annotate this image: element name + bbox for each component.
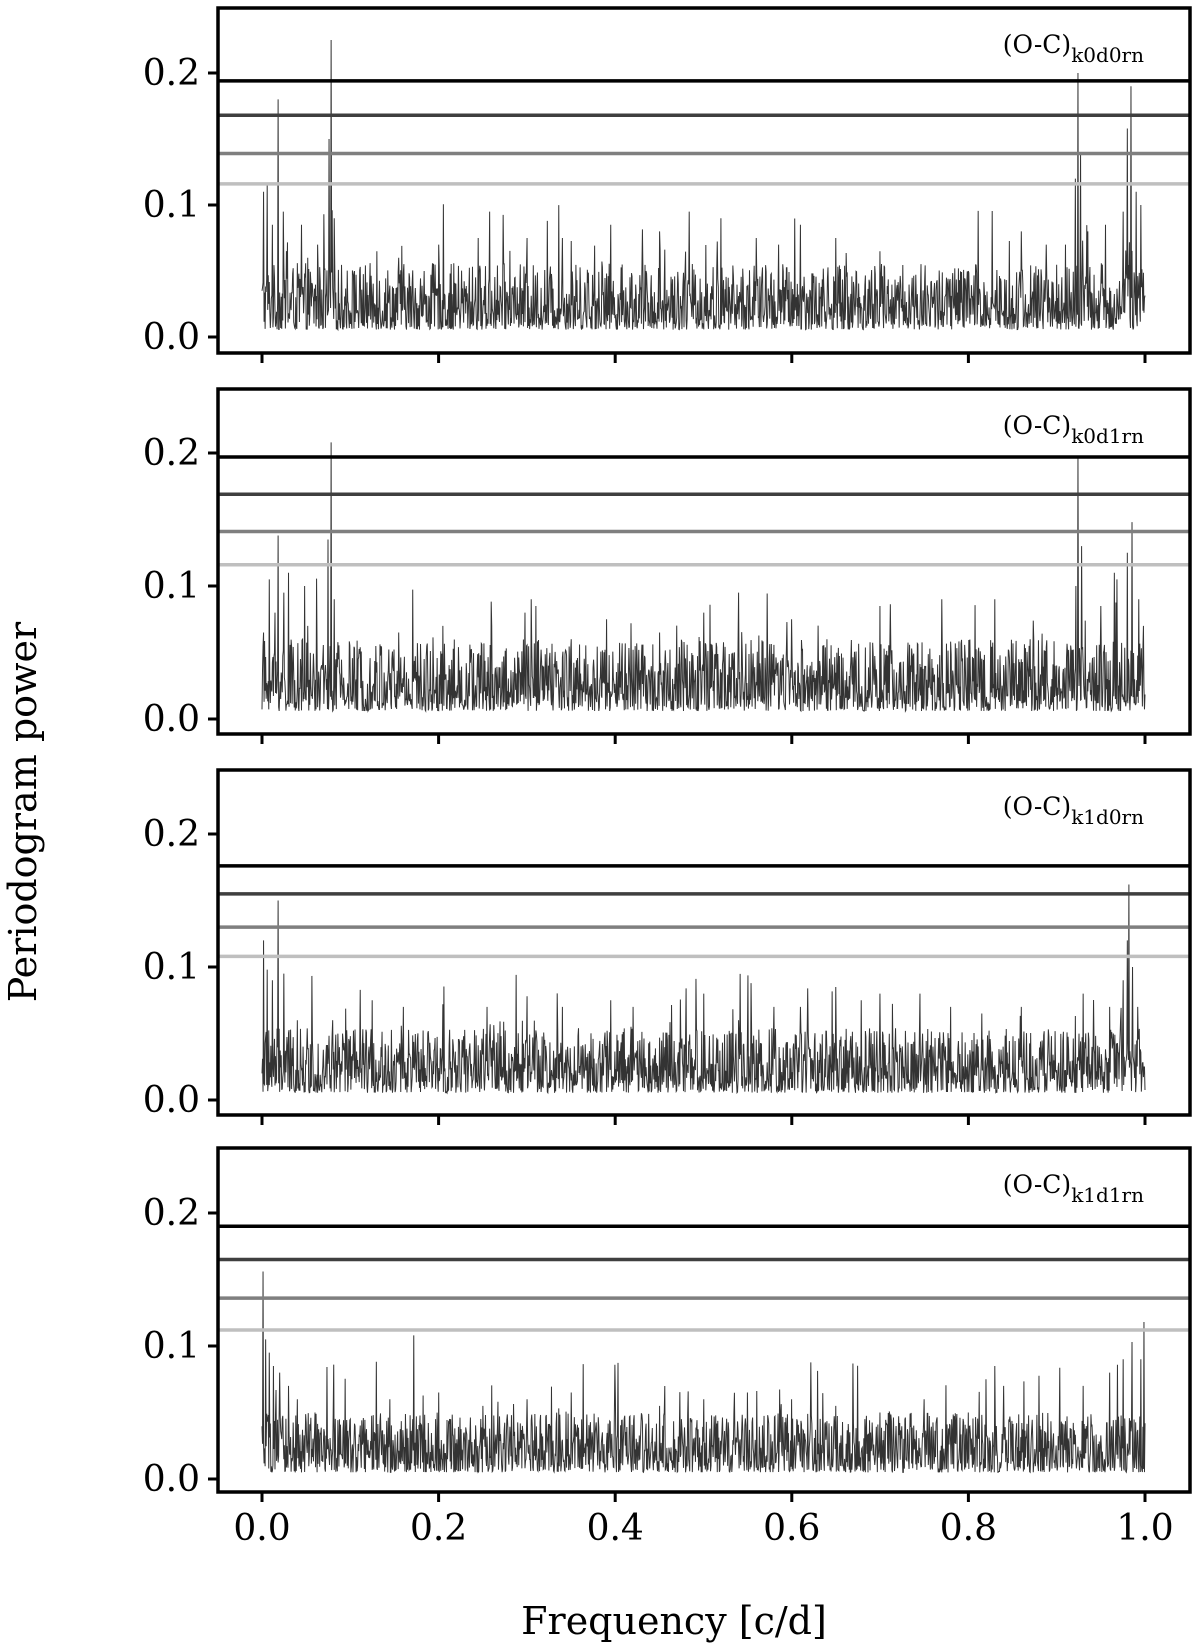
x-tick-label: 0.8 [940, 1508, 997, 1549]
y-tick-label: 0.2 [143, 433, 200, 474]
panel-k0d1rn: 0.0 0.1 0.2 (O-C)k0d1rn [143, 387, 1192, 744]
panel-frame [216, 387, 1192, 736]
panel-label: (O-C)k0d1rn [1003, 411, 1144, 448]
panel-label: (O-C)k0d0rn [1003, 30, 1144, 67]
y-tick-label: 0.1 [143, 566, 200, 607]
panel-k1d1rn: 0.0 0.1 0.2 0.0 0.2 0.4 0.6 0.8 1.0 (O-C)k1d1rn [143, 1146, 1192, 1549]
periodogram-series [261, 39, 1146, 332]
panel-label-subscript: k0d1rn [1071, 424, 1144, 448]
y-tick-label: 0.1 [143, 947, 200, 988]
periodogram-line [261, 1271, 1146, 1474]
x-tick-label: 0.4 [587, 1508, 644, 1549]
panel-k0d0rn: 0.0 0.1 0.2 (O-C)k0d0rn [143, 6, 1192, 363]
periodogram-line [261, 884, 1146, 1095]
panel-k1d0rn: 0.0 0.1 0.2 (O-C)k1d0rn [143, 768, 1192, 1125]
y-tick-label: 0.0 [143, 699, 200, 740]
x-tick-label: 1.0 [1116, 1508, 1173, 1549]
panel-label: (O-C)k1d1rn [1003, 1170, 1144, 1207]
panel-label-subscript: k1d0rn [1071, 805, 1144, 829]
periodogram-series [261, 442, 1146, 713]
y-axis-ticks: 0.0 0.1 0.2 [143, 433, 218, 740]
periodogram-line [261, 39, 1146, 332]
periodogram-series [261, 1271, 1146, 1474]
significance-thresholds [218, 864, 1190, 959]
panel-frame [216, 1146, 1192, 1494]
y-axis-ticks: 0.0 0.1 0.2 [143, 814, 218, 1121]
panel-label-main: (O-C) [1003, 411, 1072, 440]
y-axis-ticks: 0.0 0.1 0.2 [143, 1193, 218, 1500]
significance-thresholds [218, 79, 1190, 186]
panel-label: (O-C)k1d0rn [1003, 792, 1144, 829]
y-tick-label: 0.0 [143, 1459, 200, 1500]
x-axis-title: Frequency [c/d] [521, 1599, 827, 1643]
y-axis-title: Periodogram power [1, 621, 45, 1002]
x-tick-label: 0.0 [233, 1508, 290, 1549]
y-tick-label: 0.0 [143, 1080, 200, 1121]
significance-thresholds [218, 455, 1190, 567]
y-tick-label: 0.2 [143, 814, 200, 855]
panel-frame [216, 6, 1192, 355]
panel-label-subscript: k1d1rn [1071, 1183, 1144, 1207]
panel-label-main: (O-C) [1003, 1170, 1072, 1199]
periodogram-series [261, 884, 1146, 1095]
panel-label-main: (O-C) [1003, 792, 1072, 821]
x-tick-label: 0.6 [763, 1508, 820, 1549]
panel-label-main: (O-C) [1003, 30, 1072, 59]
y-tick-label: 0.2 [143, 53, 200, 94]
y-tick-label: 0.2 [143, 1193, 200, 1234]
panel-label-subscript: k0d0rn [1071, 43, 1144, 67]
y-tick-label: 0.0 [143, 317, 200, 358]
y-axis-ticks: 0.0 0.1 0.2 [143, 53, 218, 358]
y-tick-label: 0.1 [143, 185, 200, 226]
x-tick-label: 0.2 [410, 1508, 467, 1549]
y-tick-label: 0.1 [143, 1326, 200, 1367]
panel-frame [216, 768, 1192, 1117]
significance-thresholds [218, 1224, 1190, 1332]
periodogram-line [261, 442, 1146, 713]
